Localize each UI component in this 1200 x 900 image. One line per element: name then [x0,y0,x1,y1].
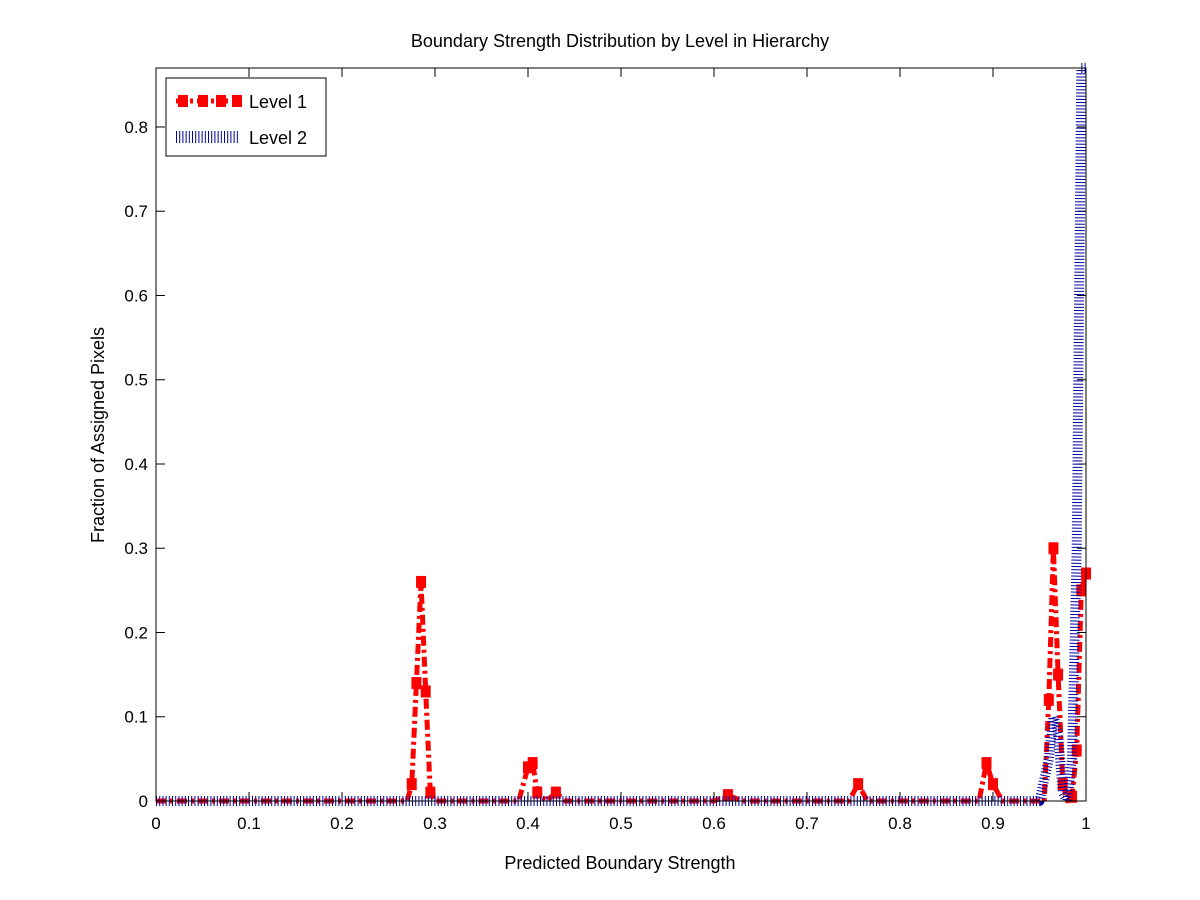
x-tick-label: 0.1 [237,814,261,833]
data-point-level-1 [527,757,538,770]
data-point-level-1 [1053,668,1064,681]
x-tick-label: 0.6 [702,814,726,833]
x-tick-label: 0.2 [330,814,354,833]
data-point-level-1 [1076,584,1087,597]
x-tick-label: 0.5 [609,814,633,833]
x-tick-label: 0 [151,814,160,833]
x-tick-label: 0.7 [795,814,819,833]
y-tick-label: 0.1 [124,708,148,727]
x-tick-label: 0.9 [981,814,1005,833]
axis-ticks: 0 0.1 0.2 0.3 0.4 0.5 0.6 0.7 0.8 0.9 1 0 0.1 0.2 0.3 0… [124,68,1091,833]
plot-area [156,68,1086,801]
data-point-level-1 [1048,542,1059,555]
data-point-level-1 [1071,744,1082,757]
legend-marker-level-1 [232,95,242,107]
legend-label-level-1: Level 1 [249,92,307,112]
x-tick-label: 0.3 [423,814,447,833]
legend: Level 1 Level 2 [165,77,327,157]
data-point-level-1 [550,786,561,799]
data-point-level-1 [853,778,864,791]
y-axis-label: Fraction of Assigned Pixels [88,327,108,543]
legend-label-level-2: Level 2 [249,128,307,148]
data-point-level-1 [420,685,431,698]
x-tick-label: 0.4 [516,814,540,833]
series-line-level-1 [156,545,1089,804]
y-tick-label: 0.6 [124,286,148,305]
y-tick-label: 0 [139,792,148,811]
data-point-level-1 [411,677,422,690]
y-tick-label: 0.3 [124,539,148,558]
y-tick-label: 0.7 [124,202,148,221]
y-tick-label: 0.5 [124,371,148,390]
x-tick-label: 0.8 [888,814,912,833]
data-point-level-1 [722,789,733,802]
legend-marker-level-1 [178,95,188,107]
data-point-level-1 [988,778,998,791]
data-point-level-1 [416,575,427,588]
legend-marker-level-1 [198,95,208,107]
series-line-level-2 [156,63,1087,806]
data-point-level-1 [981,757,992,770]
y-tick-label: 0.4 [124,455,148,474]
data-point-level-1 [532,786,543,799]
chart-title: Boundary Strength Distribution by Level … [411,31,829,51]
x-tick-label: 1 [1081,814,1090,833]
data-point-level-1 [1043,693,1054,706]
y-tick-label: 0.8 [124,118,148,137]
axes-box [155,67,1087,802]
x-axis-label: Predicted Boundary Strength [504,853,735,873]
series-layer [156,63,1091,806]
legend-marker-level-1 [216,95,226,107]
data-point-level-1 [406,778,417,791]
y-tick-label: 0.2 [124,623,148,642]
data-point-level-1 [425,786,436,799]
